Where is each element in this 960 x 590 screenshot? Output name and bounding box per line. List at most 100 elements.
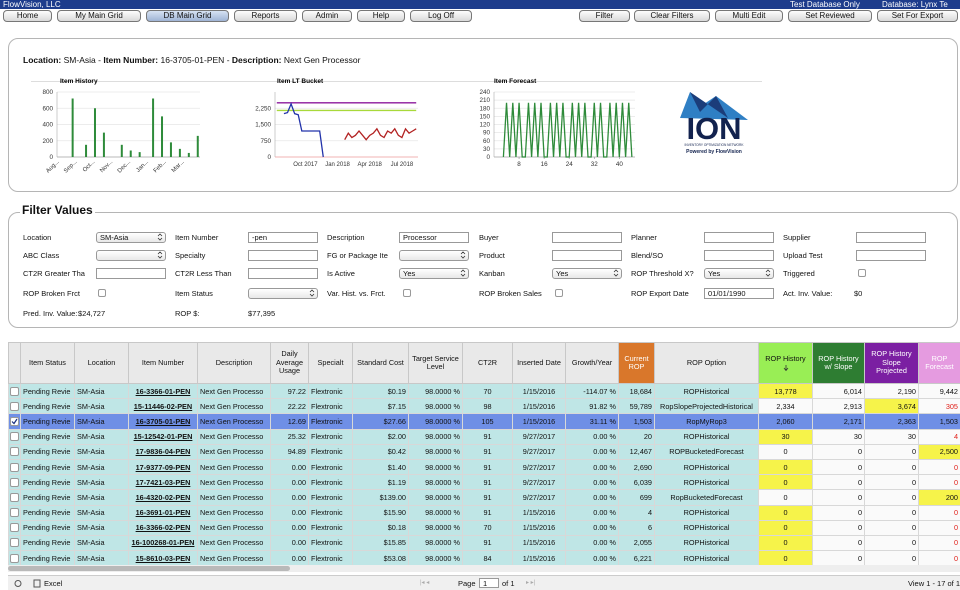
text-input[interactable] [248, 268, 318, 279]
column-header[interactable]: ROP Forecast [918, 342, 960, 384]
column-header[interactable]: CT2R [462, 342, 513, 384]
nav-button[interactable]: Log Off [410, 10, 472, 22]
select-box[interactable]: SM-Asia [96, 232, 166, 243]
row-checkbox[interactable] [10, 508, 19, 518]
grid-row[interactable]: Pending Revie SM-Asia 17-9836-04-PEN Next G… [8, 443, 960, 460]
grid-cell: 0 [864, 474, 919, 491]
scroll-track [8, 565, 960, 572]
y-tick-label: 200 [42, 138, 53, 145]
select-box[interactable]: Yes [399, 268, 469, 279]
scroll-thumb[interactable] [8, 566, 290, 571]
row-checkbox[interactable] [10, 432, 19, 442]
column-header[interactable]: Target Service Level [408, 342, 463, 384]
field-label: Description [327, 233, 365, 242]
y-tick-label: 400 [42, 122, 53, 129]
column-header[interactable]: ROP Option [654, 342, 759, 384]
nav-button[interactable]: DB Main Grid [146, 10, 229, 22]
grid-row[interactable]: Pending Revie SM-Asia 15-11446-02-PEN Next … [8, 398, 960, 415]
grid-row[interactable]: Pending Revie SM-Asia 16-3691-01-PEN Next G… [8, 504, 960, 521]
row-checkbox[interactable] [10, 553, 19, 563]
checkbox[interactable] [555, 289, 563, 297]
select-box[interactable]: Yes [552, 268, 622, 279]
row-checkbox[interactable] [10, 386, 19, 396]
export-link[interactable]: Excel [44, 579, 63, 588]
checkbox[interactable] [858, 269, 866, 277]
column-header[interactable]: Daily Average Usage [270, 342, 309, 384]
row-checkbox[interactable] [10, 477, 19, 487]
text-input[interactable] [856, 232, 926, 243]
select-box[interactable] [399, 250, 469, 261]
text-input[interactable] [96, 268, 166, 279]
nav-button[interactable]: Filter [579, 10, 630, 22]
column-header[interactable]: ROP History Slope Projected [864, 342, 919, 384]
nav-button[interactable]: Set Reviewed [788, 10, 872, 22]
text-input[interactable]: 01/01/1990 [704, 288, 774, 299]
grid-row[interactable]: Pending Revie SM-Asia 15-12542-01-PEN Next … [8, 428, 960, 445]
grid-row[interactable]: Pending Revie SM-Asia 17-7421-03-PEN Next G… [8, 474, 960, 491]
grid-row[interactable]: Pending Revie SM-Asia 15-8610-03-PEN Next G… [8, 550, 960, 567]
column-header[interactable]: Inserted Date [512, 342, 566, 384]
grid-cell: SM-Asia [74, 382, 129, 400]
column-header[interactable]: Current ROP [618, 342, 655, 384]
pager-last[interactable]: ▸ ▸| [526, 580, 536, 586]
column-header[interactable]: ROP History w/ Slope [812, 342, 865, 384]
text-input[interactable] [704, 232, 774, 243]
grid-row[interactable]: Pending Revie SM-Asia 16-3705-01-PEN Next G… [8, 413, 960, 430]
grid-row[interactable]: Pending Revie SM-Asia 16-100268-01-PEN Next… [8, 534, 960, 552]
column-header[interactable]: Item Status [20, 342, 75, 384]
grid-cell: 0 [812, 534, 865, 552]
grid-row[interactable]: Pending Revie SM-Asia 17-9377-09-PEN Next G… [8, 458, 960, 476]
x-tick-label: 32 [591, 161, 599, 168]
select-box[interactable]: Yes [704, 268, 774, 279]
grid-row[interactable]: Pending Revie SM-Asia 16-4320-02-PEN Next G… [8, 489, 960, 506]
row-checkbox[interactable] [10, 462, 19, 472]
nav-button[interactable]: Home [3, 10, 52, 22]
nav-button[interactable]: Help [357, 10, 405, 22]
text-input[interactable] [856, 250, 926, 261]
grid-cell: 20 [618, 428, 655, 445]
column-header[interactable]: Growth/Year [565, 342, 619, 384]
grid-cell: 16-100268-01-PEN [128, 534, 198, 552]
pager-first[interactable]: |◂ ◂ [420, 580, 430, 586]
column-header[interactable]: Specialt [308, 342, 353, 384]
select-box[interactable] [96, 250, 166, 261]
row-checkbox[interactable] [10, 492, 19, 502]
text-input[interactable] [552, 250, 622, 261]
column-header[interactable]: ROP History [758, 342, 813, 384]
y-tick-label: 1,500 [255, 122, 271, 129]
nav-button[interactable]: Reports [234, 10, 297, 22]
checkbox[interactable] [403, 289, 411, 297]
text-input[interactable]: Processor [399, 232, 469, 243]
nav-button[interactable]: Set For Export [877, 10, 958, 22]
row-checkbox[interactable] [10, 447, 19, 457]
column-header[interactable]: Item Number [128, 342, 198, 384]
nav-button[interactable]: Multi Edit [715, 10, 783, 22]
row-checkbox[interactable] [10, 523, 19, 533]
row-checkbox[interactable] [10, 401, 19, 411]
grid-cell: 91 [462, 474, 513, 491]
column-header[interactable]: Description [197, 342, 271, 384]
grid-cell: 97.22 [270, 382, 309, 400]
column-header[interactable]: Location [74, 342, 129, 384]
grid-row[interactable]: Pending Revie SM-Asia 16-3366-02-PEN Next G… [8, 519, 960, 536]
column-header[interactable]: Standard Cost [352, 342, 409, 384]
select-box[interactable] [248, 288, 318, 299]
nav-button[interactable]: Clear Filters [634, 10, 710, 22]
field-label: FG or Package Ite [327, 251, 388, 260]
grid-cell: 98.0000 % [408, 443, 463, 460]
grid-row[interactable]: Pending Revie SM-Asia 16-3366-01-PEN Next G… [8, 382, 960, 400]
mini-charts: ION INVENTORY OPTIMIZATION NETWORK Power… [42, 78, 748, 175]
y-tick-label: 0 [49, 154, 53, 161]
text-input[interactable]: -pen [248, 232, 318, 243]
text-input[interactable] [248, 250, 318, 261]
footer-icons[interactable] [14, 579, 44, 588]
grid-cell: Flextronic [308, 413, 353, 430]
checkbox[interactable] [98, 289, 106, 297]
row-checkbox[interactable] [10, 416, 19, 426]
page-input[interactable]: 1 [479, 578, 499, 588]
nav-button[interactable]: Admin [302, 10, 352, 22]
nav-button[interactable]: My Main Grid [57, 10, 141, 22]
row-checkbox[interactable] [10, 538, 19, 548]
text-input[interactable] [704, 250, 774, 261]
text-input[interactable] [552, 232, 622, 243]
